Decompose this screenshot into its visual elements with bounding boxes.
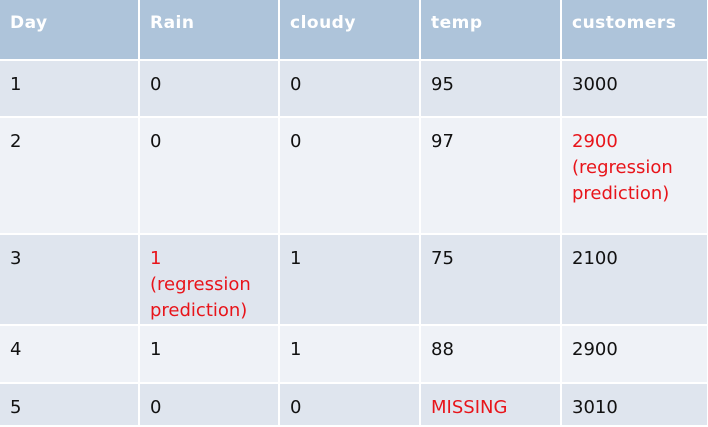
header-day: Day — [0, 0, 140, 61]
cell-rain: 0 — [139, 117, 280, 235]
cell-day: 5 — [0, 383, 140, 427]
cell-rain: 1 — [139, 325, 280, 384]
cell-temp: 95 — [420, 60, 562, 118]
cell-day: 4 — [0, 325, 140, 384]
cell-cloudy: 1 — [279, 234, 421, 326]
cell-customers: 2900 — [561, 325, 708, 384]
cell-cloudy: 0 — [279, 117, 421, 235]
cell-temp: 88 — [420, 325, 562, 384]
cell-temp: 75 — [420, 234, 562, 326]
predicted-value: 1 — [150, 248, 162, 269]
table-row: 1 0 0 95 3000 — [0, 60, 708, 118]
table-row: 2 0 0 97 2900 (regression prediction) — [0, 117, 708, 235]
cell-customers: 2100 — [561, 234, 708, 326]
prediction-note: (regression prediction) — [572, 157, 673, 204]
predicted-value: 2900 — [572, 131, 618, 152]
cell-rain-predicted: 1 (regression prediction) — [139, 234, 280, 326]
prediction-note: (regression prediction) — [150, 274, 251, 321]
table-row: 3 1 (regression prediction) 1 75 2100 — [0, 234, 708, 326]
header-rain: Rain — [139, 0, 280, 61]
cell-temp: 97 — [420, 117, 562, 235]
cell-day: 2 — [0, 117, 140, 235]
cell-customers: 3000 — [561, 60, 708, 118]
header-customers: customers — [561, 0, 708, 61]
cell-customers-predicted: 2900 (regression prediction) — [561, 117, 708, 235]
header-cloudy: cloudy — [279, 0, 421, 61]
cell-cloudy: 0 — [279, 60, 421, 118]
table-row: 5 0 0 MISSING 3010 — [0, 383, 708, 427]
table-header-row: Day Rain cloudy temp customers — [0, 0, 708, 61]
cell-day: 3 — [0, 234, 140, 326]
cell-rain: 0 — [139, 383, 280, 427]
cell-cloudy: 1 — [279, 325, 421, 384]
cell-day: 1 — [0, 60, 140, 118]
header-temp: temp — [420, 0, 562, 61]
cell-temp-missing: MISSING — [420, 383, 562, 427]
cell-rain: 0 — [139, 60, 280, 118]
cell-customers: 3010 — [561, 383, 708, 427]
cell-cloudy: 0 — [279, 383, 421, 427]
table-row: 4 1 1 88 2900 — [0, 325, 708, 384]
